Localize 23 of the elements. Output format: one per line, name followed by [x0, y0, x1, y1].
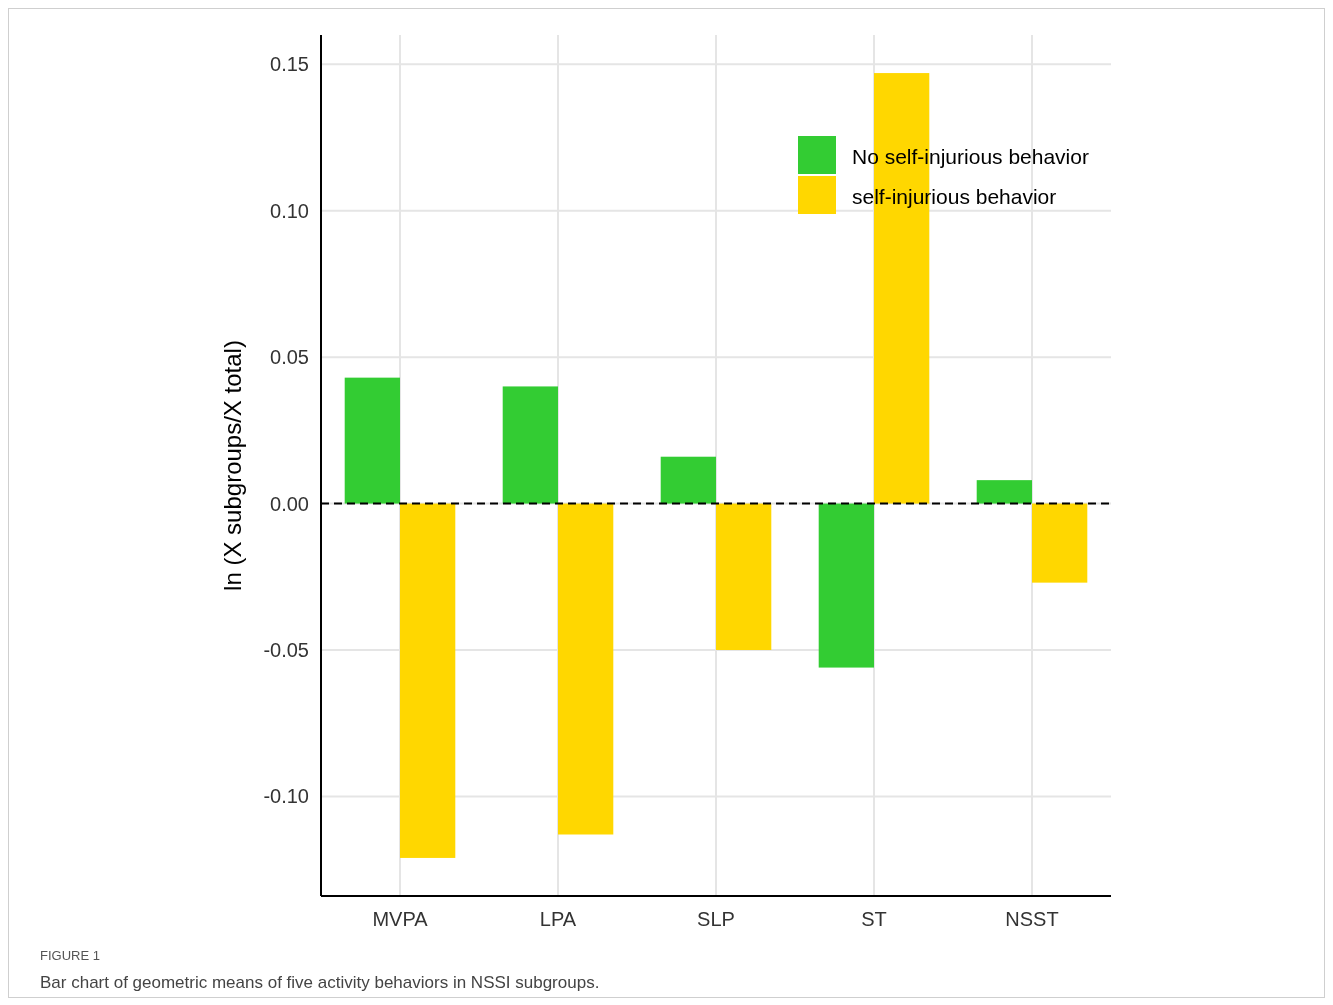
x-tick-label: NSST	[1005, 908, 1059, 930]
bar	[976, 480, 1032, 504]
y-tick-label: 0.05	[270, 346, 309, 369]
bar	[502, 386, 558, 504]
bar	[818, 503, 874, 668]
x-tick-label: LPA	[539, 908, 577, 930]
bar	[716, 503, 772, 650]
x-tick-label: MVPA	[372, 908, 429, 930]
bar	[1032, 503, 1088, 583]
y-tick-label: 0.10	[270, 199, 309, 222]
y-tick-label: 0.15	[270, 53, 309, 76]
y-tick-label: 0.00	[270, 492, 309, 515]
y-tick-label: -0.05	[263, 639, 309, 661]
bar	[344, 377, 400, 504]
bar	[400, 503, 456, 858]
caption: FIGURE 1	[40, 948, 100, 963]
y-axis-title: ln (X subgroups/X total)	[219, 340, 246, 591]
y-tick-label: -0.10	[263, 785, 309, 808]
x-tick-label: SLP	[697, 908, 735, 930]
text: Bar chart of geometric means of five activity behaviors in NSSI subgroups.	[40, 973, 600, 992]
bar	[558, 503, 614, 835]
bar	[660, 456, 716, 504]
x-tick-label: ST	[861, 908, 887, 930]
